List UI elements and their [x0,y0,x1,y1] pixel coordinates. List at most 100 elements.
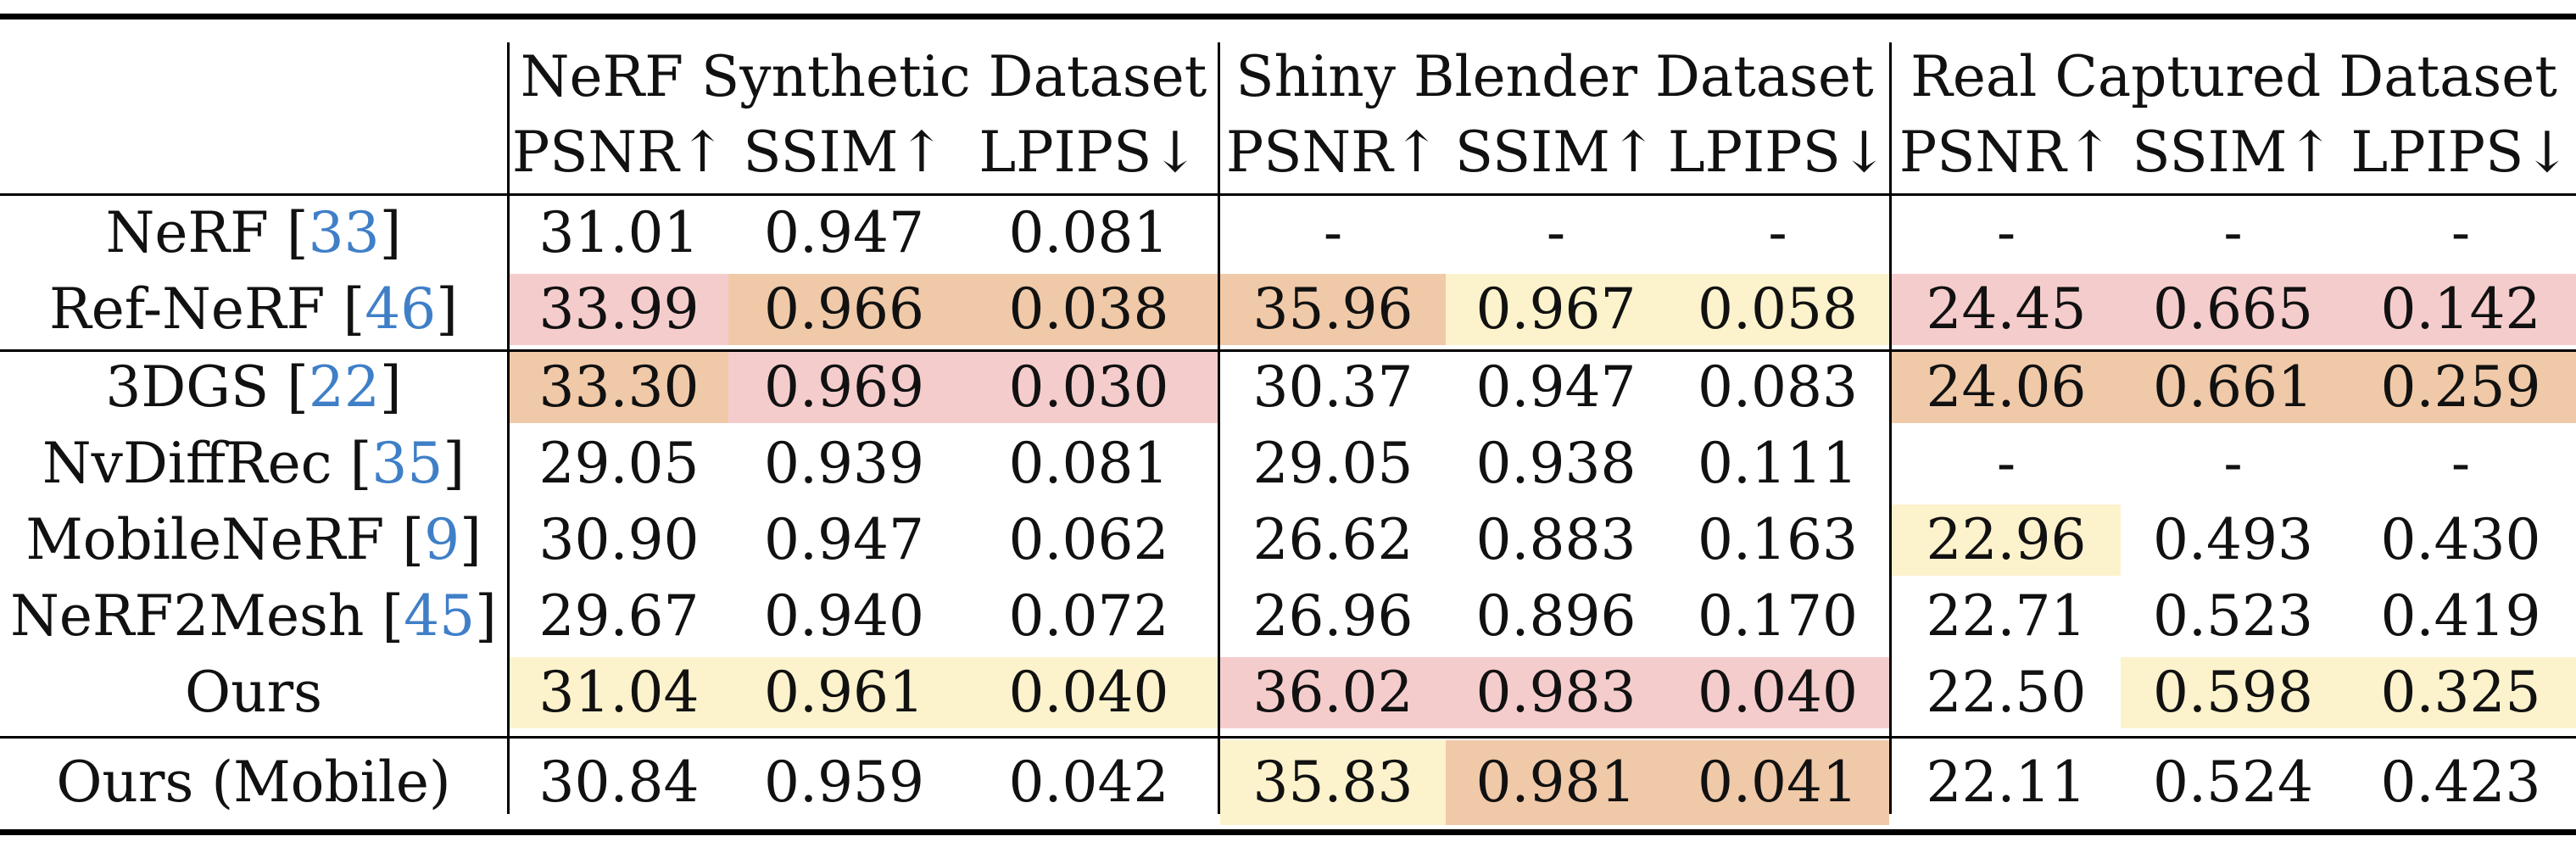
citation-bracket: [ [269,354,309,420]
value-cell: 26.96 [1252,583,1413,649]
value-cell: - [1996,200,2016,265]
value-cell: 0.959 [764,750,924,815]
value-cell: 0.062 [1008,507,1169,572]
value-cell: 0.081 [1008,200,1169,265]
value-cell: 0.961 [728,657,960,728]
citation-link[interactable]: 45 [404,583,476,649]
method-name: NvDiffRec [42,431,332,496]
value-cell: 0.947 [764,200,924,265]
value-cell: 22.11 [1926,750,2087,815]
citation-link[interactable]: 33 [308,200,380,265]
citation-bracket: ] [460,507,482,572]
value-cell: 33.30 [510,352,728,423]
value-cell: 0.041 [1666,740,1889,825]
method-name: MobileNeRF [25,507,385,572]
value-cell: 31.01 [538,200,700,265]
citation-bracket: ] [379,200,402,265]
citation-bracket: [ [332,431,372,496]
value-cell: 36.02 [1220,657,1446,728]
value-cell: 0.947 [764,507,924,572]
value-cell: 0.163 [1698,507,1858,572]
metric-header: LPIPS↓ [2350,120,2571,185]
metric-header: SSIM↑ [2132,120,2334,185]
group-rule [0,349,2576,352]
value-cell: 0.983 [1446,657,1666,728]
value-cell: 0.939 [764,431,924,496]
metric-header: LPIPS↓ [979,120,1199,185]
value-cell: 31.04 [510,657,728,728]
value-cell: - [2223,200,2243,265]
value-cell: - [1996,431,2016,496]
value-cell: - [1546,200,1566,265]
value-cell: 26.62 [1252,507,1413,572]
method-label: MobileNeRF [9] [0,502,507,578]
value-cell: 0.423 [2380,750,2541,815]
value-cell: 0.661 [2121,352,2345,423]
top-rule [0,14,2576,20]
value-cell: 0.325 [2345,657,2576,728]
citation-bracket: [ [384,507,425,572]
citation-bracket: ] [475,583,497,649]
value-cell: 24.06 [1892,352,2121,423]
method-label: 3DGS [22] [0,349,507,426]
method-label: NeRF [33] [0,195,507,271]
method-label: Ours (Mobile) [0,738,507,828]
citation-link[interactable]: 9 [424,507,460,572]
citation-bracket: ] [443,431,466,496]
value-cell: 0.038 [960,274,1218,345]
value-cell: 0.142 [2345,274,2576,345]
header-rule [0,193,2576,196]
column-separator [1889,42,1892,814]
value-cell: - [2451,200,2471,265]
dataset-header: Real Captured Dataset [1910,44,2557,109]
value-cell: 0.598 [2121,657,2345,728]
value-cell: 0.896 [1475,583,1636,649]
value-cell: 0.969 [728,352,960,423]
value-cell: 29.67 [538,583,700,649]
citation-link[interactable]: 46 [365,276,437,342]
value-cell: 0.083 [1698,354,1858,420]
value-cell: - [1768,200,1787,265]
metric-header: PSNR↑ [1225,120,1441,185]
value-cell: 0.259 [2345,352,2576,423]
method-name: Ours [184,660,323,725]
value-cell: 0.523 [2153,583,2313,649]
citation-bracket: [ [325,276,365,342]
citation-bracket: [ [268,200,309,265]
value-cell: - [2451,431,2471,496]
value-cell: 0.883 [1475,507,1636,572]
value-cell: 0.040 [1666,657,1889,728]
value-cell: 0.967 [1446,274,1666,345]
value-cell: - [1323,200,1343,265]
value-cell: 0.072 [1008,583,1169,649]
value-cell: 30.84 [538,750,700,815]
method-name: Ref-NeRF [49,276,326,342]
citation-link[interactable]: 22 [308,354,380,420]
value-cell: 0.493 [2153,507,2313,572]
value-cell: 0.524 [2153,750,2313,815]
value-cell: - [2223,431,2243,496]
method-label: Ref-NeRF [46] [0,271,507,348]
bottom-rule [0,829,2576,835]
value-cell: 29.05 [538,431,700,496]
dataset-header: NeRF Synthetic Dataset [520,44,1207,109]
method-name: 3DGS [105,354,270,420]
value-cell: 0.170 [1698,583,1858,649]
column-separator [507,42,510,814]
value-cell: 30.90 [538,507,700,572]
value-cell: 22.96 [1892,505,2121,576]
value-cell: 0.665 [2121,274,2345,345]
value-cell: 22.71 [1926,583,2087,649]
value-cell: 22.50 [1926,660,2087,725]
value-cell: 0.938 [1475,431,1636,496]
value-cell: 35.96 [1220,274,1446,345]
method-name: NeRF2Mesh [10,583,365,649]
citation-bracket: ] [379,354,402,420]
value-cell: 0.940 [764,583,924,649]
metric-header: LPIPS↓ [1667,120,1888,185]
value-cell: 0.030 [960,352,1218,423]
citation-link[interactable]: 35 [371,431,443,496]
dataset-header: Shiny Blender Dataset [1235,44,1874,109]
metric-header: SSIM↑ [1454,120,1658,185]
